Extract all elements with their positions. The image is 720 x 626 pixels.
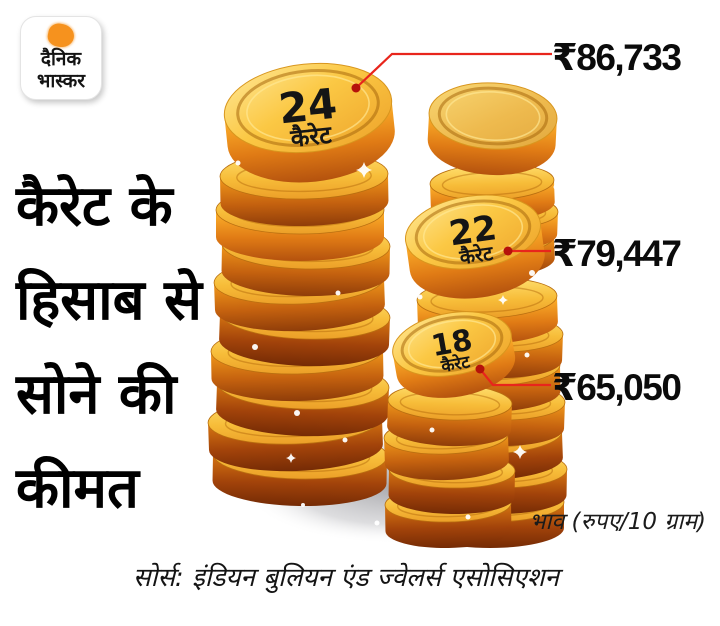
headline-line: हिसाब से [16,268,202,333]
coin-karat-number: 24 [276,79,339,134]
headline-line: कीमत [16,456,139,521]
source-note: सोर्स: इंडियन बुलियन एंड ज्वेलर्स एसोसिए… [133,563,559,593]
sun-icon [45,21,77,50]
leader-dots [351,83,513,374]
price-label-24k: ₹86,733 [552,37,682,78]
leader-line-24k [355,52,552,89]
headline-line: कैरेट के [16,174,173,239]
coin-karat-number: 18 [429,323,475,364]
leader-lines [355,52,552,387]
brand-name-line2: भास्कर [36,69,86,92]
headline-line: सोने की [16,362,177,427]
price-label-22k: ₹79,447 [552,233,682,274]
brand-logo: दैनिक भास्कर [20,16,102,100]
coin-karat-number: 22 [447,208,500,254]
brand-name-line1: दैनिक [40,48,82,70]
page-title: कैरेट के हिसाब से सोने की कीमत [16,160,202,536]
price-label-18k: ₹65,050 [552,367,682,408]
unit-note: भाव (रुपए/10 ग्राम) [529,509,706,535]
coin-face: 18कैरेट [392,311,516,398]
leader-line-18k [479,368,551,387]
sparkles [235,122,559,526]
coin-face: 24कैरेट [223,62,395,183]
coin-karat-label: कैरेट [457,241,495,270]
coin-face [427,82,558,176]
coin-karat-label: कैरेट [288,120,333,153]
